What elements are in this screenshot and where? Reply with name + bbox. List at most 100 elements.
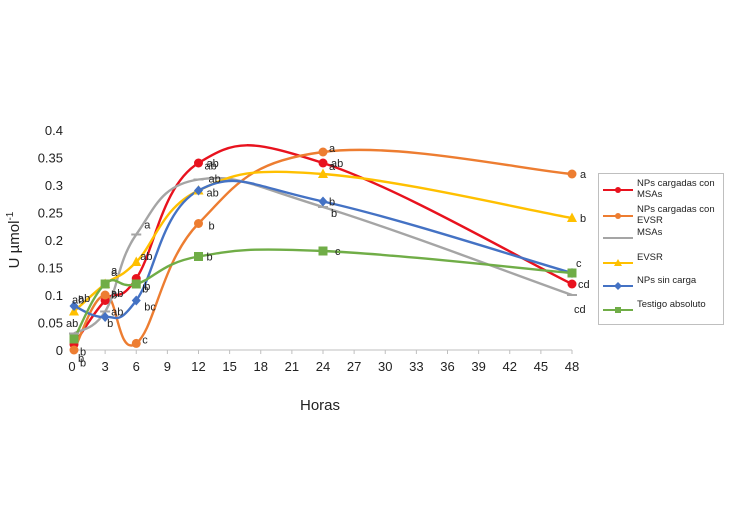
- data-label: ab: [331, 158, 343, 170]
- y-axis-title-superscript: -1: [5, 211, 16, 220]
- y-tick-label: 0.15: [38, 261, 63, 276]
- legend-label: EVSR: [637, 252, 663, 263]
- data-label: ab: [209, 174, 221, 186]
- series-markers: [69, 147, 577, 355]
- data-label: a: [580, 169, 587, 181]
- data-label: b: [111, 290, 117, 302]
- data-point: [194, 185, 203, 196]
- data-label: bc: [144, 302, 156, 314]
- y-tick-label: 0.35: [38, 151, 63, 166]
- legend-swatch-npsevsr: [603, 213, 633, 219]
- data-label: a: [111, 267, 118, 279]
- chart-legend: NPs cargadas con MSAs NPs cargadas con E…: [598, 173, 724, 325]
- y-axis-title-main: U µmol: [6, 221, 23, 269]
- legend-item: Testigo absoluto: [603, 298, 725, 322]
- y-tick-label: 0.4: [45, 123, 63, 138]
- legend-label: NPs cargadas con EVSR: [637, 204, 715, 226]
- data-point: [100, 279, 110, 289]
- legend-swatch-testigo: [603, 307, 633, 313]
- data-label: b: [329, 197, 335, 209]
- data-label: ab: [207, 188, 219, 200]
- x-tick-label: 6: [133, 359, 140, 374]
- data-label: ab: [111, 288, 123, 300]
- data-label: b: [78, 353, 84, 365]
- y-tick-label: 0.25: [38, 206, 63, 221]
- data-label: ab: [72, 295, 84, 307]
- x-tick-label: 24: [316, 359, 330, 374]
- data-point: [131, 295, 141, 306]
- x-tick-label: 3: [102, 359, 109, 374]
- y-tick-label: 0.1: [45, 288, 63, 303]
- data-label: c: [335, 246, 341, 258]
- x-tick-label: 27: [347, 359, 361, 374]
- legend-item: EVSR: [603, 251, 725, 275]
- data-label: cd: [578, 279, 590, 291]
- x-tick-label: 45: [534, 359, 548, 374]
- x-tick-label: 33: [409, 359, 423, 374]
- y-tick-label: 0.2: [45, 233, 63, 248]
- x-tick-label: 48: [565, 359, 579, 374]
- data-label: b: [207, 252, 213, 264]
- data-point: [318, 246, 328, 256]
- x-tick-label: 0: [68, 359, 75, 374]
- data-point: [131, 338, 141, 348]
- data-point: [318, 147, 328, 157]
- chart-axes: 00.050.10.150.20.250.30.350.40 3 6 9 12 15 18 2…: [38, 123, 580, 374]
- data-label: ab: [207, 158, 219, 170]
- data-label: ab: [205, 161, 217, 173]
- legend-swatch-msas: [603, 237, 633, 239]
- legend-item: NPs sin carga: [603, 274, 725, 298]
- data-point: [318, 168, 328, 178]
- data-label: ab: [78, 293, 90, 305]
- data-label: b: [580, 213, 586, 225]
- legend-swatch-evsr: [603, 259, 633, 266]
- legend-item: NPs cargadas con EVSR: [603, 204, 725, 228]
- data-label: a: [144, 220, 151, 232]
- x-tick-label: 39: [471, 359, 485, 374]
- x-axis-title: Horas: [300, 397, 340, 414]
- x-tick-label: 36: [440, 359, 454, 374]
- y-axis-title: U µmol-1: [5, 211, 23, 268]
- data-point: [318, 196, 328, 207]
- data-point: [567, 279, 577, 289]
- legend-label: NPs sin carga: [637, 275, 697, 286]
- legend-label: MSAs: [637, 227, 663, 238]
- x-tick-label: 18: [254, 359, 268, 374]
- data-label: a: [111, 265, 118, 277]
- data-label: b: [331, 208, 337, 220]
- x-tick-label: 42: [503, 359, 517, 374]
- legend-swatch-npsmsas: [603, 187, 633, 193]
- data-label: b: [80, 358, 86, 370]
- legend-swatch-npssincarga: [603, 282, 633, 290]
- data-point: [318, 158, 328, 168]
- data-point: [100, 312, 110, 322]
- x-tick-label: 30: [378, 359, 392, 374]
- data-label: a: [329, 161, 336, 173]
- y-tick-label: 0: [56, 343, 63, 358]
- data-point: [131, 256, 142, 266]
- x-tick-label: 21: [285, 359, 299, 374]
- data-point: [100, 290, 110, 300]
- data-point: [567, 268, 577, 278]
- data-label: b: [144, 281, 150, 293]
- data-point: [69, 334, 79, 344]
- data-label: b: [142, 284, 148, 296]
- x-tick-label: 9: [164, 359, 171, 374]
- legend-label: NPs cargadas con MSAs: [637, 178, 715, 200]
- legend-item: MSAs: [603, 226, 725, 250]
- x-tick-label: 12: [191, 359, 205, 374]
- data-label: ab: [66, 318, 78, 330]
- legend-label: Testigo absoluto: [637, 299, 706, 310]
- data-point: [194, 219, 203, 228]
- data-label: c: [576, 258, 582, 270]
- data-point: [567, 169, 577, 179]
- data-point: [567, 212, 577, 222]
- data-label: ab: [111, 307, 123, 319]
- data-point: [69, 345, 79, 355]
- legend-item: NPs cargadas con MSAs: [603, 178, 725, 202]
- x-tick-label: 15: [222, 359, 236, 374]
- y-tick-label: 0.05: [38, 316, 63, 331]
- data-label: cd: [574, 304, 586, 316]
- data-point: [194, 158, 203, 168]
